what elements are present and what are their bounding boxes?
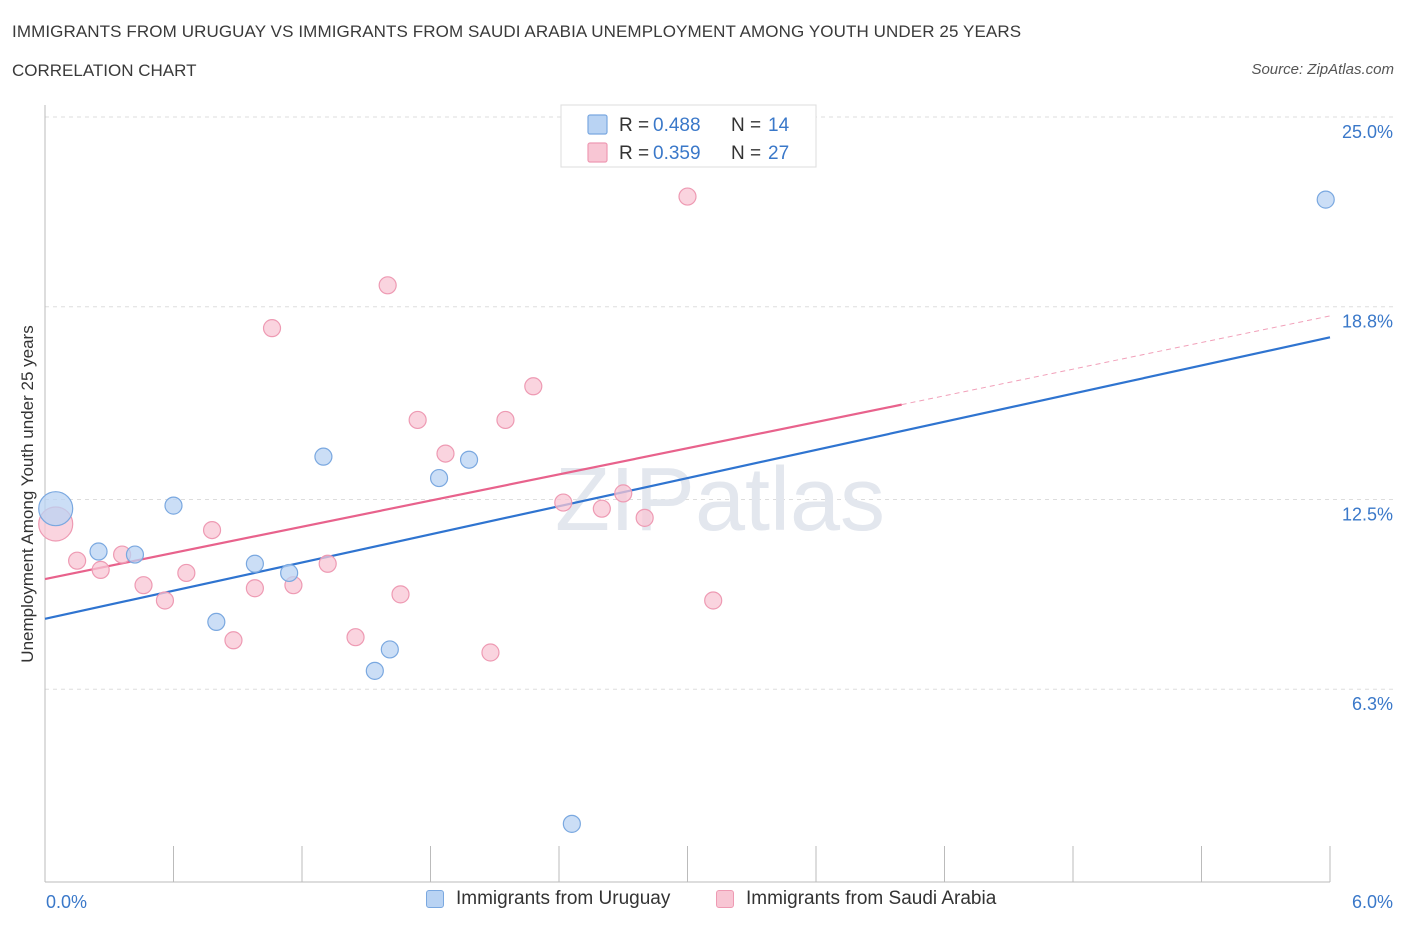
uruguay-point[interactable] [207, 612, 226, 632]
saudi-arabia-point[interactable] [635, 508, 654, 527]
bottom-legend: Immigrants from Uruguay Immigrants from … [0, 888, 1406, 918]
uruguay-point[interactable] [365, 661, 384, 680]
saudi-arabia-point[interactable] [91, 560, 110, 579]
saudi-arabia-point[interactable] [408, 410, 427, 430]
y-tick-label: 6.3% [1352, 694, 1393, 714]
y-tick-label: 25.0% [1342, 122, 1393, 142]
saudi-arabia-swatch [716, 890, 734, 908]
saudi-arabia-stats-swatch [587, 142, 608, 163]
uruguay-n-label: N = [731, 115, 761, 136]
saudi-arabia-trend-line [44, 403, 902, 581]
uruguay-trend-line [44, 336, 1331, 620]
uruguay-n-value: 14 [768, 115, 790, 136]
uruguay-swatch [426, 890, 444, 908]
y-axis-label: Unemployment Among Youth under 25 years [18, 325, 37, 662]
saudi-arabia-point[interactable] [391, 585, 410, 604]
chart-subtitle: CORRELATION CHART [12, 61, 197, 80]
y-tick-label: 18.8% [1342, 312, 1393, 332]
saudi-arabia-point[interactable] [177, 563, 196, 583]
uruguay-point[interactable] [314, 447, 333, 466]
legend-label-saudi-arabia: Immigrants from Saudi Arabia [746, 888, 997, 909]
uruguay-point[interactable] [429, 468, 449, 488]
uruguay-stats-swatch [587, 114, 608, 135]
saudi-arabia-point[interactable] [554, 493, 573, 512]
saudi-arabia-n-value: 27 [768, 143, 789, 164]
saudi-arabia-r-label: R = [619, 143, 649, 164]
saudi-arabia-point[interactable] [318, 554, 337, 573]
x-tick-label-max: 6.0% [1352, 892, 1393, 912]
saudi-arabia-r-value: 0.359 [653, 143, 701, 164]
uruguay-point[interactable] [38, 491, 74, 527]
x-tick-label-min: 0.0% [46, 892, 87, 912]
watermark: ZIPatlas [555, 450, 885, 550]
saudi-arabia-point[interactable] [202, 520, 222, 540]
saudi-arabia-point[interactable] [614, 484, 633, 503]
legend-item-saudi-arabia[interactable]: Immigrants from Saudi Arabia [716, 888, 996, 910]
uruguay-r-value: 0.488 [653, 115, 701, 136]
source-credit: Source: ZipAtlas.com [1251, 61, 1394, 78]
uruguay-point[interactable] [245, 554, 264, 573]
saudi-arabia-point[interactable] [346, 628, 365, 647]
uruguay-point[interactable] [459, 450, 479, 469]
saudi-arabia-point[interactable] [436, 444, 455, 463]
saudi-arabia-point[interactable] [68, 551, 87, 570]
saudi-arabia-point[interactable] [262, 319, 282, 338]
saudi-arabia-trend-extension [901, 315, 1331, 406]
uruguay-point[interactable] [1316, 190, 1335, 209]
saudi-arabia-point[interactable] [134, 576, 153, 595]
saudi-arabia-point[interactable] [155, 591, 175, 610]
saudi-arabia-point[interactable] [496, 410, 515, 430]
saudi-arabia-n-label: N = [731, 143, 761, 164]
saudi-arabia-point[interactable] [524, 377, 543, 396]
uruguay-point[interactable] [89, 542, 108, 561]
uruguay-point[interactable] [125, 545, 145, 564]
uruguay-point[interactable] [280, 563, 299, 583]
saudi-arabia-point[interactable] [678, 187, 697, 206]
chart-title: IMMIGRANTS FROM URUGUAY VS IMMIGRANTS FR… [12, 22, 1022, 41]
uruguay-r-label: R = [619, 115, 649, 136]
saudi-arabia-point[interactable] [245, 579, 264, 598]
saudi-arabia-point[interactable] [481, 643, 500, 662]
saudi-arabia-point[interactable] [378, 276, 397, 295]
saudi-arabia-point[interactable] [592, 499, 611, 518]
legend-item-uruguay[interactable]: Immigrants from Uruguay [426, 888, 670, 910]
saudi-arabia-point[interactable] [224, 631, 243, 650]
uruguay-point[interactable] [164, 496, 183, 515]
saudi-arabia-point[interactable] [704, 591, 723, 610]
legend-label-uruguay: Immigrants from Uruguay [456, 888, 671, 909]
y-tick-label: 12.5% [1342, 505, 1393, 525]
uruguay-point[interactable] [562, 814, 581, 833]
uruguay-point[interactable] [380, 640, 399, 659]
